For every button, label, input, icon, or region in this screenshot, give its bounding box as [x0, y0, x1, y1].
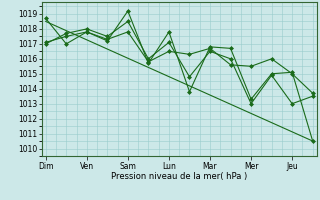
- X-axis label: Pression niveau de la mer( hPa ): Pression niveau de la mer( hPa ): [111, 172, 247, 181]
